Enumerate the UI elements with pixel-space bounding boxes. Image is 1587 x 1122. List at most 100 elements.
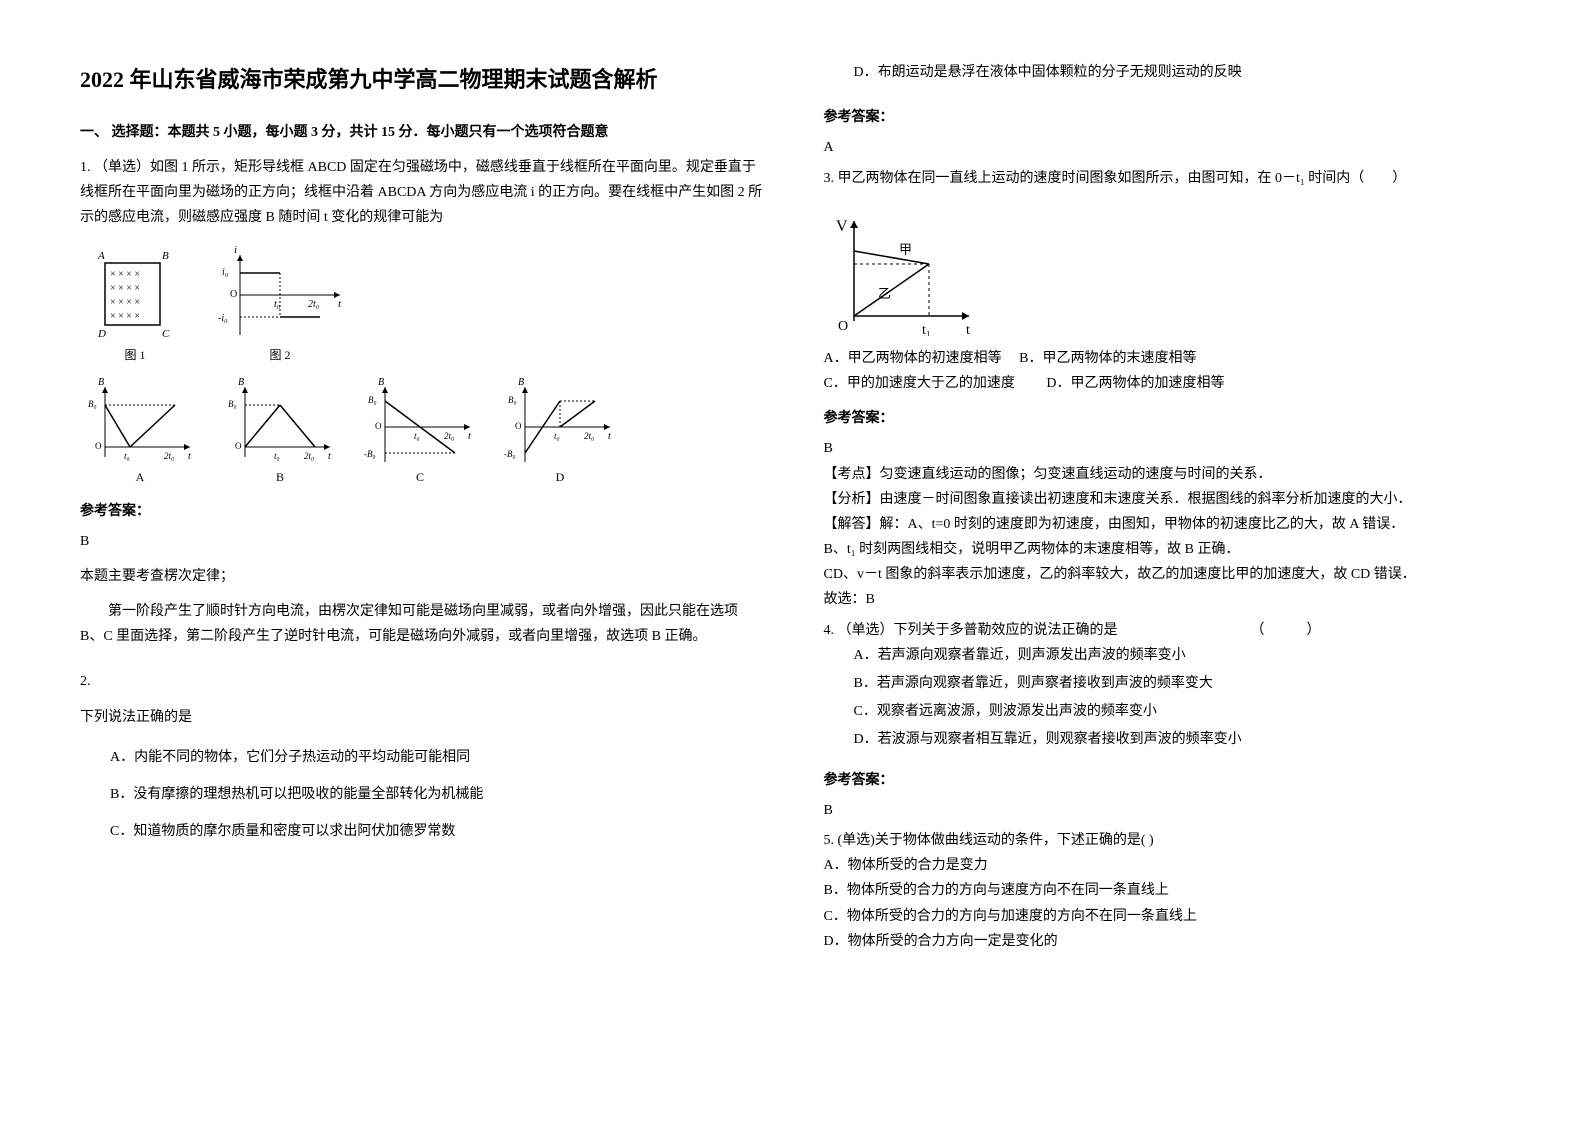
- q3-explain2: 【分析】由速度－时间图象直接读出初速度和末速度关系．根据图线的斜率分析加速度的大…: [824, 487, 1508, 512]
- q2-num: 2.: [80, 669, 764, 694]
- q1-explain1: 本题主要考查楞次定律；: [80, 564, 764, 589]
- q3-opt-b: B．甲乙两物体的末速度相等: [1019, 351, 1196, 366]
- svg-text:t₀: t₀: [414, 431, 420, 441]
- svg-text:B₀: B₀: [508, 395, 517, 405]
- svg-text:B: B: [238, 377, 244, 388]
- q3-opt-a: A．甲乙两物体的初速度相等: [824, 351, 1002, 366]
- q3-explain5: CD、v－t 图象的斜率表示加速度，乙的斜率较大，故乙的加速度比甲的加速度大，故…: [824, 562, 1508, 587]
- svg-text:V: V: [836, 218, 848, 235]
- svg-text:2t₀: 2t₀: [164, 451, 174, 461]
- svg-text:O: O: [375, 421, 382, 431]
- q3-opt-d: D．甲乙两物体的加速度相等: [1046, 376, 1224, 391]
- svg-text:D: D: [97, 328, 106, 340]
- q2-opt-b: B．没有摩擦的理想热机可以把吸收的能量全部转化为机械能: [80, 782, 764, 807]
- svg-text:B: B: [162, 250, 169, 262]
- q3-options-cd: C．甲的加速度大于乙的加速度 D．甲乙两物体的加速度相等: [824, 371, 1508, 396]
- svg-text:-i₀: -i₀: [218, 313, 228, 324]
- q3-text: 甲乙两物体在同一直线上运动的速度时间图象如图所示，由图可知，在 0－t₁ 时间内…: [838, 171, 1407, 186]
- svg-text:2t₀: 2t₀: [444, 431, 454, 441]
- fig2-label: 图 2: [210, 345, 350, 367]
- q4-text: （单选）下列关于多普勒效应的说法正确的是 （ ）: [838, 623, 1321, 638]
- svg-text:B: B: [98, 377, 104, 388]
- q5-opt-b: B．物体所受的合力的方向与速度方向不在同一条直线上: [824, 878, 1508, 903]
- fig1-label: 图 1: [80, 345, 190, 367]
- q3-num: 3.: [824, 171, 835, 186]
- q4-opt-c: C．观察者远离波源，则波源发出声波的频率变小: [824, 699, 1508, 724]
- q4-opt-d: D．若波源与观察者相互靠近，则观察者接收到声波的频率变小: [824, 727, 1508, 752]
- q4-opt-b: B．若声源向观察者靠近，则声察者接收到声波的频率变大: [824, 671, 1508, 696]
- option-a-graph: B t B₀ O t₀ 2t₀ A: [80, 377, 200, 489]
- svg-text:C: C: [162, 328, 170, 340]
- q1-answer-label: 参考答案：: [80, 499, 764, 524]
- page-title: 2022 年山东省威海市荣成第九中学高二物理期末试题含解析: [80, 60, 764, 100]
- q1-diagrams: A B D C × × × × × × × × × × × × × × × × …: [80, 245, 764, 367]
- svg-text:i: i: [234, 245, 237, 256]
- option-b-graph: B t B₀ O t₀ 2t₀ B: [220, 377, 340, 489]
- svg-text:t₀: t₀: [274, 299, 281, 310]
- question-3: 3. 甲乙两物体在同一直线上运动的速度时间图象如图所示，由图可知，在 0－t₁ …: [824, 166, 1508, 191]
- opt-d-label: D: [500, 467, 620, 489]
- q3-explain6: 故选：B: [824, 587, 1508, 612]
- svg-text:t₀: t₀: [274, 451, 280, 461]
- q5-text: (单选)关于物体做曲线运动的条件，下述正确的是( ): [838, 833, 1154, 848]
- svg-text:B₀: B₀: [368, 395, 377, 405]
- q3-answer-label: 参考答案：: [824, 406, 1508, 431]
- figure-1: A B D C × × × × × × × × × × × × × × × × …: [80, 245, 190, 367]
- figure-2: i t O i₀ -i₀ t₀ 2t₀ 图 2: [210, 245, 350, 367]
- q1-num: 1.: [80, 160, 91, 175]
- svg-text:× × × ×: × × × ×: [110, 283, 140, 294]
- svg-text:t₀: t₀: [554, 431, 560, 441]
- svg-text:t: t: [338, 298, 342, 310]
- q4-answer: B: [824, 798, 1508, 823]
- svg-text:t: t: [188, 451, 191, 462]
- q4-answer-label: 参考答案：: [824, 768, 1508, 793]
- left-column: 2022 年山东省威海市荣成第九中学高二物理期末试题含解析 一、 选择题：本题共…: [80, 60, 764, 969]
- svg-text:O: O: [515, 421, 522, 431]
- q2-text: 下列说法正确的是: [80, 705, 764, 730]
- svg-text:t₁: t₁: [922, 323, 931, 336]
- q2-opt-a: A．内能不同的物体，它们分子热运动的平均动能可能相同: [80, 745, 764, 770]
- svg-text:乙: 乙: [878, 286, 891, 301]
- svg-text:B₀: B₀: [88, 399, 97, 409]
- svg-text:O: O: [838, 319, 848, 334]
- q3-explain3: 【解答】解：A、t=0 时刻的速度即为初速度，由图知，甲物体的初速度比乙的大，故…: [824, 512, 1508, 537]
- svg-text:× × × ×: × × × ×: [110, 311, 140, 322]
- svg-text:i₀: i₀: [222, 267, 229, 278]
- q1-text: （单选）如图 1 所示，矩形导线框 ABCD 固定在匀强磁场中，磁感线垂直于线框…: [80, 160, 762, 225]
- option-d-graph: B t B₀ -B₀ O t₀ 2t₀ D: [500, 377, 620, 489]
- q4-num: 4.: [824, 623, 835, 638]
- opt-c-label: C: [360, 467, 480, 489]
- q1-options-diagrams: B t B₀ O t₀ 2t₀ A: [80, 377, 764, 489]
- q3-opt-c: C．甲的加速度大于乙的加速度: [824, 376, 1015, 391]
- option-c-graph: B t B₀ -B₀ O t₀ 2t₀ C: [360, 377, 480, 489]
- question-5: 5. (单选)关于物体做曲线运动的条件，下述正确的是( ) A．物体所受的合力是…: [824, 828, 1508, 954]
- q1-explain2: 第一阶段产生了顺时针方向电流，由楞次定律知可能是磁场向里减弱，或者向外增强，因此…: [80, 599, 764, 649]
- q3-explain1: 【考点】匀变速直线运动的图像；匀变速直线运动的速度与时间的关系．: [824, 462, 1508, 487]
- q5-opt-c: C．物体所受的合力的方向与加速度的方向不在同一条直线上: [824, 904, 1508, 929]
- q2-answer-label: 参考答案：: [824, 105, 1508, 130]
- svg-text:B: B: [518, 377, 524, 388]
- svg-text:O: O: [230, 289, 237, 300]
- q2-opt-c: C．知道物质的摩尔质量和密度可以求出阿伏加德罗常数: [80, 819, 764, 844]
- q5-opt-d: D．物体所受的合力方向一定是变化的: [824, 929, 1508, 954]
- q1-answer: B: [80, 529, 764, 554]
- svg-text:O: O: [235, 441, 242, 451]
- svg-text:2t₀: 2t₀: [308, 299, 320, 310]
- opt-a-label: A: [80, 467, 200, 489]
- svg-text:B: B: [378, 377, 384, 388]
- q2-opt-d: D．布朗运动是悬浮在液体中固体颗粒的分子无规则运动的反映: [824, 60, 1508, 85]
- svg-text:-B₀: -B₀: [364, 449, 376, 459]
- svg-text:t: t: [966, 323, 970, 336]
- svg-text:2t₀: 2t₀: [304, 451, 314, 461]
- q5-opt-a: A．物体所受的合力是变力: [824, 853, 1508, 878]
- question-1: 1. （单选）如图 1 所示，矩形导线框 ABCD 固定在匀强磁场中，磁感线垂直…: [80, 155, 764, 231]
- svg-text:甲: 甲: [899, 242, 912, 257]
- svg-text:× × × ×: × × × ×: [110, 269, 140, 280]
- opt-b-label: B: [220, 467, 340, 489]
- right-column: D．布朗运动是悬浮在液体中固体颗粒的分子无规则运动的反映 参考答案： A 3. …: [824, 60, 1508, 969]
- svg-text:× × × ×: × × × ×: [110, 297, 140, 308]
- svg-text:O: O: [95, 441, 102, 451]
- svg-text:2t₀: 2t₀: [584, 431, 594, 441]
- q3-answer: B: [824, 436, 1508, 461]
- svg-text:t₀: t₀: [124, 451, 130, 461]
